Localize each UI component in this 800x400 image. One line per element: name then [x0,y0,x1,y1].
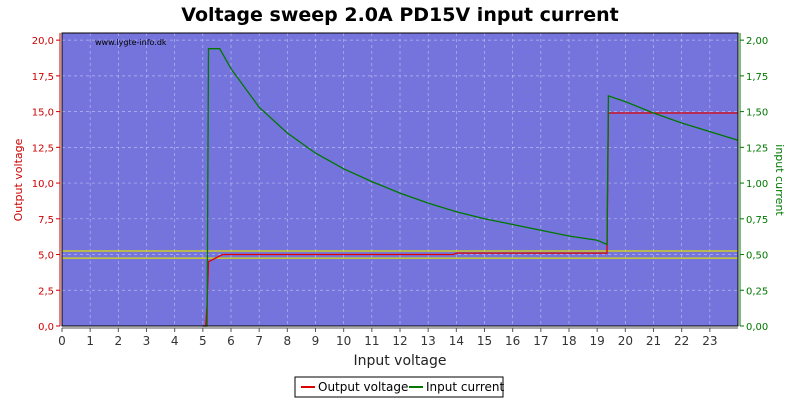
plot-border [61,32,739,327]
y-right-tick-label: 2,00 [746,36,768,47]
x-tick-label: 9 [312,334,320,348]
x-tick-label: 11 [364,334,379,348]
y-right-axis-label: input current [773,144,786,216]
legend-label-output-voltage: Output voltage [318,380,408,394]
watermark: www.lygte-info.dk [95,38,167,47]
y-right-tick-label: 1,00 [746,179,768,190]
series-line-input-current [202,48,739,327]
y-right-tick-label: 1,50 [746,108,768,119]
x-tick-label: 5 [199,334,207,348]
x-tick-label: 23 [702,334,717,348]
tick-labels: 0 1 2 3 4 5 6 7 8 9 10 11 12 13 14 15 16 17 18 19 20 21 22 230,… [32,36,769,348]
y-right-tick-label: 0,25 [746,286,768,297]
y-left-tick-label: 10,0 [32,179,54,190]
y-right-tick-label: 1,25 [746,143,768,154]
y-left-tick-label: 15,0 [32,108,54,119]
y-left-tick-label: 0,0 [38,322,54,333]
x-tick-label: 16 [505,334,520,348]
x-tick-label: 13 [421,334,436,348]
y-left-tick-label: 17,5 [32,72,54,83]
x-tick-label: 6 [227,334,235,348]
y-left-axis-label: Output voltage [12,138,25,221]
x-tick-label: 10 [336,334,351,348]
y-left-tick-label: 5,0 [38,251,54,262]
x-tick-label: 0 [58,334,66,348]
reference-lines [62,250,738,259]
grid-lines [61,33,738,327]
y-right-tick-label: 1,75 [746,72,768,83]
x-tick-label: 14 [449,334,464,348]
legend-box [294,376,504,398]
x-tick-label: 19 [590,334,605,348]
x-tick-label: 22 [674,334,689,348]
x-tick-label: 20 [618,334,633,348]
x-tick-label: 8 [284,334,292,348]
x-tick-label: 15 [477,334,492,348]
x-tick-label: 3 [143,334,151,348]
x-tick-label: 12 [392,334,407,348]
y-right-tick-label: 0,00 [746,322,768,333]
x-tick-label: 21 [646,334,661,348]
x-tick-label: 1 [86,334,94,348]
y-right-tick-label: 0,50 [746,251,768,262]
x-tick-label: 2 [115,334,123,348]
y-left-tick-label: 7,5 [38,215,54,226]
chart-title: Voltage sweep 2.0A PD15V input current [181,4,618,26]
y-left-tick-label: 2,5 [38,286,54,297]
x-tick-label: 7 [255,334,263,348]
x-tick-label: 17 [533,334,548,348]
series-lines [202,48,739,327]
y-left-tick-label: 12,5 [32,143,54,154]
x-axis-label: Input voltage [353,353,446,369]
y-right-tick-label: 0,75 [746,215,768,226]
legend-label-input-current: Input current [426,380,504,394]
x-tick-label: 4 [171,334,179,348]
x-tick-label: 18 [561,334,576,348]
legend: Output voltage Input current [294,376,504,398]
y-left-tick-label: 20,0 [32,36,54,47]
